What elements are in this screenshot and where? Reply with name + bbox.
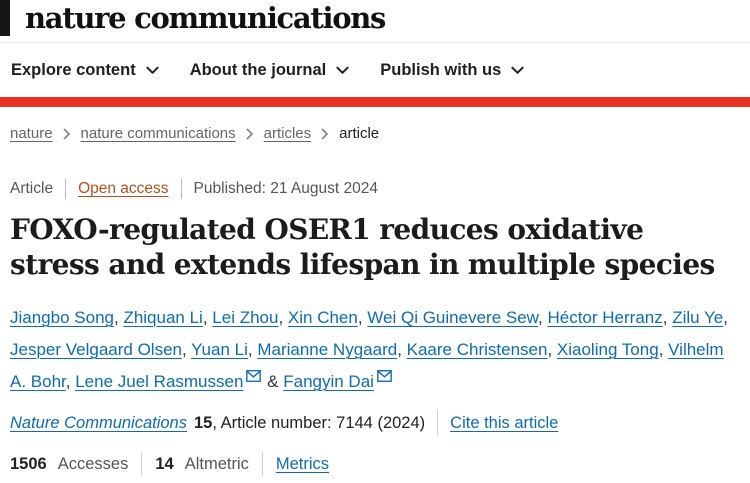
author-link[interactable]: Zilu Ye bbox=[672, 308, 724, 327]
nav-item-label: About the journal bbox=[189, 60, 327, 79]
breadcrumb-current-article: article bbox=[339, 125, 380, 142]
meta-divider bbox=[180, 179, 182, 199]
metrics-divider bbox=[261, 452, 263, 476]
article-meta-row: Article Open access Published: 21 August… bbox=[10, 179, 750, 199]
nav-explore-content[interactable]: Explore content bbox=[11, 61, 159, 80]
published-date: Published: 21 August 2024 bbox=[193, 180, 378, 197]
accent-red-bar bbox=[0, 97, 750, 107]
nav-item-label: Explore content bbox=[11, 60, 136, 79]
cite-this-article-link[interactable]: Cite this article bbox=[450, 413, 559, 432]
breadcrumb-link-articles[interactable]: articles bbox=[263, 125, 312, 142]
meta-divider bbox=[65, 179, 67, 199]
main-navigation: Explore content About the journal Publis… bbox=[0, 43, 750, 97]
breadcrumb-link-nature-communications[interactable]: nature communications bbox=[80, 125, 236, 142]
author-link[interactable]: Wei Qi Guinevere Sew bbox=[367, 308, 539, 327]
journal-link[interactable]: Nature Communications bbox=[10, 413, 187, 432]
chevron-right-icon bbox=[321, 128, 329, 140]
metrics-divider bbox=[141, 452, 143, 476]
chevron-right-icon bbox=[63, 128, 71, 140]
author-link[interactable]: Xin Chen bbox=[287, 308, 358, 327]
open-access-link[interactable]: Open access bbox=[78, 180, 169, 197]
author-separator: , bbox=[278, 308, 288, 327]
accesses-label: Accesses bbox=[57, 454, 129, 473]
chevron-right-icon bbox=[246, 128, 254, 140]
author-link[interactable]: Xiaoling Tong bbox=[556, 340, 659, 359]
author-link[interactable]: Zhiquan Li bbox=[123, 308, 203, 327]
chevron-down-icon bbox=[336, 61, 349, 80]
breadcrumb-link-nature[interactable]: nature bbox=[10, 125, 53, 142]
author-separator: , bbox=[247, 340, 258, 359]
author-link[interactable]: Jesper Velgaard Olsen bbox=[10, 340, 182, 359]
author-link[interactable]: Fangyin Dai bbox=[283, 372, 374, 391]
author-separator: , bbox=[182, 340, 192, 359]
article-title: FOXO-regulated OSER1 reduces oxidative s… bbox=[10, 213, 715, 281]
author-separator: , bbox=[357, 308, 368, 327]
journal-logo[interactable]: nature communications bbox=[25, 0, 386, 35]
authors-list: Jiangbo Song, Zhiquan Li, Lei Zhou, Xin … bbox=[10, 302, 740, 398]
author-separator: , bbox=[538, 308, 548, 327]
author-separator: , bbox=[547, 340, 557, 359]
author-separator: , bbox=[723, 308, 728, 327]
top-left-black-fragment bbox=[0, 0, 10, 36]
author-link[interactable]: Lene Juel Rasmussen bbox=[75, 372, 244, 391]
breadcrumb: nature nature communications articles ar… bbox=[10, 125, 750, 142]
envelope-icon[interactable] bbox=[377, 361, 392, 393]
chevron-down-icon bbox=[511, 61, 524, 80]
metrics-link[interactable]: Metrics bbox=[275, 454, 330, 473]
metrics-row: 1506 Accesses 14 Altmetric Metrics bbox=[10, 452, 750, 476]
author-separator: , bbox=[397, 340, 407, 359]
author-separator: , bbox=[202, 308, 213, 327]
author-link[interactable]: Jiangbo Song bbox=[10, 308, 114, 327]
author-link[interactable]: Yuan Li bbox=[191, 340, 248, 359]
envelope-icon[interactable] bbox=[246, 361, 262, 393]
nav-about-journal[interactable]: About the journal bbox=[190, 61, 350, 80]
article-type-label: Article bbox=[10, 180, 54, 197]
author-link[interactable]: Lei Zhou bbox=[212, 308, 279, 327]
authors-ampersand: & bbox=[262, 372, 284, 391]
accesses-count: 1506 bbox=[10, 454, 47, 473]
author-link[interactable]: Kaare Christensen bbox=[406, 340, 548, 359]
volume-number: 15 bbox=[194, 413, 213, 432]
nav-item-label: Publish with us bbox=[380, 60, 502, 79]
altmetric-label: Altmetric bbox=[184, 454, 249, 473]
author-separator: , bbox=[65, 372, 76, 391]
nav-publish-with-us[interactable]: Publish with us bbox=[380, 61, 524, 80]
citation-line: Nature Communications 15 , Article numbe… bbox=[10, 410, 750, 436]
chevron-down-icon bbox=[146, 61, 159, 80]
author-link[interactable]: Héctor Herranz bbox=[547, 308, 663, 327]
citation-divider bbox=[437, 410, 439, 436]
article-number-text: , Article number: 7144 (2024) bbox=[212, 413, 426, 432]
masthead: nature communications bbox=[0, 0, 750, 43]
author-separator: , bbox=[113, 308, 124, 327]
author-link[interactable]: Vilhelm A. Bohr bbox=[10, 340, 724, 391]
altmetric-count: 14 bbox=[155, 454, 174, 473]
author-separator: , bbox=[662, 308, 673, 327]
author-link[interactable]: Marianne Nygaard bbox=[257, 340, 398, 359]
author-separator: , bbox=[658, 340, 669, 359]
